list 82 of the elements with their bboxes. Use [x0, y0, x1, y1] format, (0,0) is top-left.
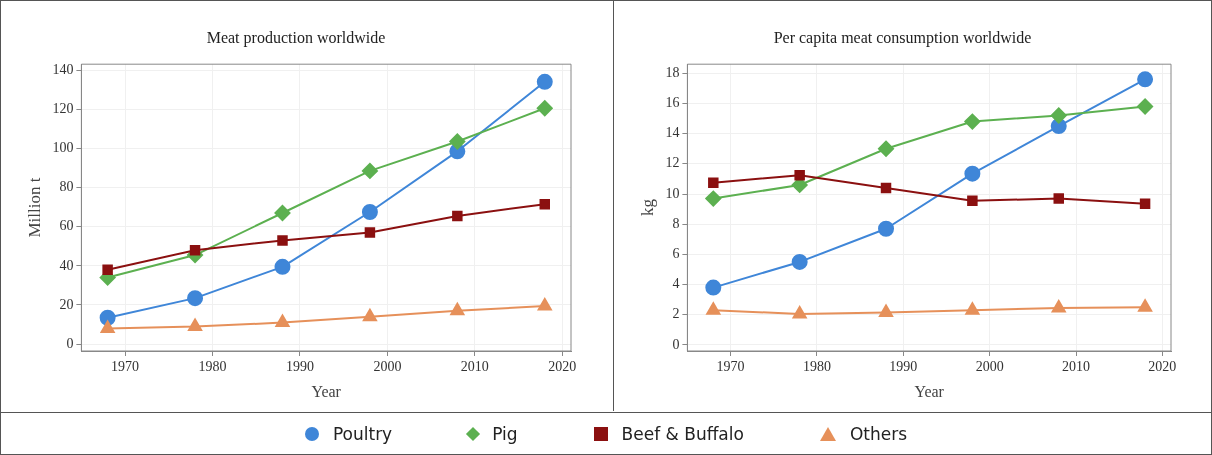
y-tick-label: 4 [672, 276, 680, 292]
point [364, 227, 376, 238]
legend-label: Pig [492, 424, 518, 444]
legend-label: Beef & Buffalo [621, 424, 744, 444]
y-tick-label: 140 [52, 61, 74, 77]
point [361, 162, 378, 179]
point [1137, 98, 1154, 115]
chart-title: Per capita meat consumption worldwide [773, 28, 1032, 47]
x-tick-label: 1990 [889, 359, 918, 375]
y-tick-label: 12 [665, 155, 680, 171]
point [964, 165, 981, 182]
y-tick-label: 8 [672, 215, 680, 231]
y-tick-label: 20 [59, 296, 74, 312]
point [537, 297, 552, 311]
point [536, 100, 553, 117]
x-tick-label: 2010 [1062, 359, 1091, 375]
point [1138, 299, 1153, 312]
x-tick-label: 2000 [975, 359, 1004, 375]
x-tick-label: 1980 [198, 359, 227, 375]
point [705, 190, 722, 207]
x-axis-title: Year [914, 382, 945, 400]
y-tick-label: 120 [52, 100, 74, 116]
y-tick-label: 10 [665, 185, 680, 201]
x-axis-title: Year [311, 382, 342, 400]
point [794, 169, 805, 181]
point [275, 314, 290, 328]
point [792, 306, 807, 319]
legend-label: Poultry [332, 424, 393, 444]
y-tick-label: 0 [672, 336, 680, 352]
x-tick-label: 1980 [802, 359, 831, 375]
y-tick-label: 2 [672, 306, 680, 322]
point [964, 113, 981, 130]
x-tick-label: 2020 [548, 359, 577, 375]
point [1051, 299, 1066, 313]
chart-title: Meat production worldwide [206, 28, 386, 47]
x-tick-label: 1970 [716, 359, 745, 375]
point [880, 182, 892, 194]
point [878, 304, 894, 318]
y-tick-label: 18 [665, 64, 680, 80]
x-tick-label: 1970 [111, 359, 140, 375]
point [1139, 198, 1151, 210]
point [274, 204, 291, 221]
y-tick-label: 0 [66, 335, 74, 351]
point [102, 264, 113, 275]
point [965, 302, 980, 315]
point [361, 204, 378, 221]
point [705, 279, 722, 296]
y-tick-label: 14 [665, 125, 680, 141]
point [967, 195, 978, 207]
y-tick-label: 16 [665, 95, 680, 111]
point [878, 220, 895, 237]
y-axis-title: Million t [24, 177, 44, 238]
point [1137, 71, 1154, 88]
x-tick-label: 1990 [285, 359, 314, 375]
point [450, 302, 465, 316]
y-tick-label: 80 [59, 179, 74, 195]
point [449, 133, 466, 150]
point [100, 320, 115, 333]
point [539, 198, 551, 210]
x-tick-label: 2000 [373, 359, 402, 375]
point [362, 308, 377, 322]
point [791, 253, 808, 270]
point [274, 258, 291, 275]
point [706, 302, 721, 315]
legend-label: Others [849, 424, 908, 444]
point [277, 235, 288, 246]
point [708, 177, 719, 188]
point [189, 244, 201, 256]
point [536, 73, 553, 90]
x-tick-label: 2020 [1148, 359, 1177, 375]
y-tick-label: 60 [59, 218, 74, 234]
y-tick-label: 40 [59, 257, 74, 273]
point [188, 318, 203, 332]
point [1050, 107, 1067, 124]
y-tick-label: 6 [672, 246, 680, 262]
y-axis-title: kg [637, 198, 657, 217]
point [187, 290, 204, 307]
x-tick-label: 2010 [460, 359, 489, 375]
point [1053, 193, 1064, 204]
point [878, 140, 895, 157]
point [452, 210, 463, 222]
y-tick-label: 100 [52, 140, 74, 156]
